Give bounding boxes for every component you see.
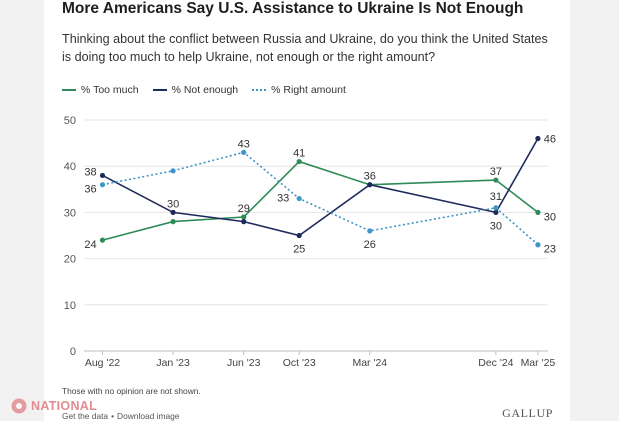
data-label-right-amount: 26 (364, 239, 376, 251)
data-label-right-amount: 33 (277, 193, 289, 205)
y-tick-label: 30 (64, 207, 76, 219)
data-label-not-enough: 36 (364, 171, 376, 183)
data-label-too-much: 24 (84, 239, 96, 251)
data-label-too-much: 30 (544, 211, 556, 223)
watermark-text: NATIONAL (31, 399, 98, 413)
data-label-not-enough: 25 (293, 244, 305, 256)
legend-label-not-enough: % Not enough (171, 84, 239, 96)
data-point-right-amount (241, 149, 247, 155)
x-tick-label: Oct '23 (283, 357, 316, 369)
footer-links: Get the data • Download image (62, 411, 179, 421)
right-margin (567, 0, 619, 421)
data-point-not-enough (170, 209, 176, 215)
series-line-not-enough (102, 138, 539, 237)
link-separator: • (111, 411, 115, 421)
legend-swatch-too-much (62, 89, 76, 91)
data-point-too-much (296, 158, 302, 165)
data-point-right-amount (296, 195, 302, 202)
data-point-right-amount (535, 242, 541, 248)
data-point-not-enough (99, 172, 106, 179)
legend-item-right-amount: % Right amount (252, 84, 346, 96)
data-label-not-enough: 30 (167, 198, 179, 210)
x-tick-label: Mar '25 (521, 357, 556, 369)
watermark-logo-icon (11, 398, 27, 414)
data-point-too-much (493, 177, 499, 183)
legend-item-not-enough: % Not enough (152, 84, 239, 96)
chart-legend: % Too much % Not enough % Right amount (62, 84, 346, 96)
data-label-not-enough: 46 (544, 133, 556, 145)
data-label-right-amount: 43 (238, 138, 250, 150)
y-tick-label: 10 (64, 300, 76, 312)
data-point-right-amount (493, 205, 499, 211)
data-point-right-amount (367, 228, 373, 234)
data-label-too-much: 41 (293, 148, 305, 160)
data-label-right-amount: 36 (84, 184, 96, 196)
data-point-not-enough (493, 209, 499, 215)
y-tick-label: 50 (64, 115, 76, 127)
data-point-too-much (535, 209, 541, 215)
chart-subtitle: Thinking about the conflict between Russ… (62, 32, 548, 64)
y-tick-label: 20 (64, 254, 76, 266)
left-margin (0, 0, 44, 421)
data-point-not-enough (241, 219, 247, 225)
legend-label-right-amount: % Right amount (271, 84, 346, 96)
data-label-right-amount: 23 (544, 244, 556, 256)
data-label-right-amount: 31 (490, 191, 502, 203)
data-point-right-amount (99, 182, 106, 188)
chart-footnote: Those with no opinion are not shown. (62, 386, 201, 396)
legend-item-too-much: % Too much (62, 84, 139, 96)
data-label-not-enough: 30 (490, 220, 502, 232)
x-tick-label: Dec '24 (478, 357, 513, 369)
data-point-too-much (99, 237, 106, 243)
y-tick-label: 40 (64, 161, 76, 173)
data-point-too-much (241, 214, 247, 220)
legend-label-too-much: % Too much (81, 84, 139, 96)
legend-swatch-not-enough (152, 89, 167, 91)
data-label-too-much: 29 (238, 203, 250, 215)
national-watermark: NATIONAL (10, 397, 97, 415)
legend-swatch-right-amount (252, 89, 267, 91)
y-tick-label: 0 (70, 346, 76, 358)
x-tick-label: Aug '22 (85, 357, 120, 369)
data-point-not-enough (367, 182, 373, 188)
x-tick-label: Jan '23 (156, 357, 190, 369)
data-point-right-amount (170, 168, 176, 174)
page-title: More Americans Say U.S. Assistance to Uk… (62, 0, 524, 17)
data-point-too-much (170, 219, 176, 225)
data-label-not-enough: 38 (84, 166, 96, 178)
data-point-not-enough (535, 135, 541, 142)
data-label-too-much: 37 (490, 166, 502, 178)
x-tick-label: Jun '23 (227, 357, 261, 369)
x-tick-label: Mar '24 (352, 357, 387, 369)
data-point-not-enough (296, 232, 302, 239)
download-image-link[interactable]: Download image (117, 411, 180, 421)
get-data-link[interactable]: Get the data (62, 411, 109, 421)
gallup-logo: GALLUP (502, 406, 553, 420)
